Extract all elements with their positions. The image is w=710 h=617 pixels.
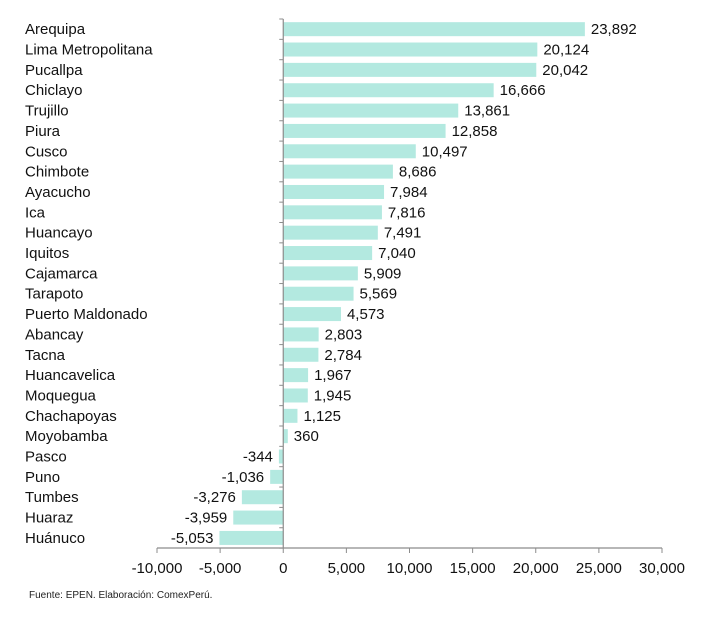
category-label: Ayacucho (25, 184, 91, 201)
bar-23 (241, 490, 284, 505)
value-label: 5,569 (360, 286, 398, 303)
bar-17 (283, 368, 309, 383)
x-tick-label: -10,000 (132, 560, 183, 577)
category-label: Iquitos (25, 245, 69, 262)
source-note: Fuente: EPEN. Elaboración: ComexPerú. (29, 590, 213, 601)
bars-group (219, 22, 585, 545)
bar-8 (283, 184, 385, 199)
bar-6 (283, 144, 416, 159)
value-label: 2,803 (325, 326, 363, 343)
category-label: Pucallpa (25, 62, 83, 79)
category-label: Moquegua (25, 387, 97, 404)
value-label: 2,784 (324, 347, 362, 364)
category-label: Huánuco (25, 530, 85, 547)
value-label: 4,573 (347, 306, 385, 323)
x-tick-label: 5,000 (328, 560, 366, 577)
value-label: 20,042 (542, 62, 588, 79)
category-label: Puno (25, 469, 60, 486)
value-label: 23,892 (591, 21, 637, 38)
bar-15 (283, 327, 319, 342)
x-tick-label: -5,000 (199, 560, 242, 577)
category-label: Ica (25, 204, 46, 221)
category-label: Lima Metropolitana (25, 42, 153, 59)
bar-7 (283, 164, 393, 179)
value-label: -5,053 (171, 530, 214, 547)
value-label: -3,959 (185, 510, 228, 527)
bar-20 (283, 429, 288, 444)
bar-25 (219, 530, 284, 545)
bar-14 (283, 307, 341, 322)
value-label: 7,816 (388, 204, 426, 221)
category-label: Puerto Maldonado (25, 306, 148, 323)
category-label: Chachapoyas (25, 408, 117, 425)
category-label: Abancay (25, 326, 84, 343)
value-label: 8,686 (399, 164, 437, 181)
value-label: 1,945 (314, 387, 352, 404)
value-label: 10,497 (422, 143, 468, 160)
category-label: Chimbote (25, 164, 89, 181)
value-label: -3,276 (193, 489, 236, 506)
category-label: Huancayo (25, 225, 93, 242)
bar-13 (283, 286, 354, 301)
bar-12 (283, 266, 358, 281)
category-label: Huancavelica (25, 367, 116, 384)
value-label: 7,040 (378, 245, 416, 262)
category-labels: Arequipa Lima Metropolitana Pucallpa Chicla… (25, 21, 153, 547)
x-tick-label: 25,000 (576, 560, 622, 577)
bar-24 (233, 510, 284, 525)
category-label: Cajamarca (25, 265, 98, 282)
bar-19 (283, 408, 298, 423)
value-label: -1,036 (222, 469, 265, 486)
value-label: 7,491 (384, 225, 422, 242)
x-tick-label: 30,000 (639, 560, 685, 577)
category-label: Tarapoto (25, 286, 83, 303)
bar-10 (283, 225, 378, 240)
value-label: 360 (294, 428, 319, 445)
value-label: 13,861 (464, 103, 510, 120)
x-tick-label: 10,000 (387, 560, 433, 577)
bar-21 (278, 449, 284, 464)
category-label: Chiclayo (25, 82, 83, 99)
category-label: Piura (25, 123, 61, 140)
bar-16 (283, 347, 319, 362)
value-label: 20,124 (543, 42, 589, 59)
value-label: 7,984 (390, 184, 428, 201)
category-label: Cusco (25, 143, 68, 160)
bar-5 (283, 123, 446, 138)
value-label: 5,909 (364, 265, 402, 282)
bar-4 (283, 103, 459, 118)
x-tick-label: 15,000 (450, 560, 496, 577)
category-label: Trujillo (25, 103, 69, 120)
x-tick-label: 0 (279, 560, 287, 577)
bar-2 (283, 62, 537, 77)
bar-11 (283, 246, 373, 261)
bar-9 (283, 205, 382, 220)
bar-0 (283, 22, 585, 37)
value-label: 16,666 (500, 82, 546, 99)
axes-group: -10,000 -5,000 0 5,000 10,000 15,000 20,000 25,… (132, 18, 685, 577)
category-label: Tacna (25, 347, 66, 364)
bar-1 (283, 42, 538, 57)
bar-22 (270, 469, 284, 484)
bar-3 (283, 83, 494, 98)
category-label: Moyobamba (25, 428, 108, 445)
value-label: 12,858 (452, 123, 498, 140)
category-label: Huaraz (25, 510, 73, 527)
value-label: -344 (243, 449, 273, 466)
category-label: Arequipa (25, 21, 86, 38)
value-label: 1,125 (303, 408, 341, 425)
value-label: 1,967 (314, 367, 352, 384)
category-label: Pasco (25, 449, 67, 466)
bar-18 (283, 388, 308, 403)
x-tick-label: 20,000 (513, 560, 559, 577)
category-label: Tumbes (25, 489, 79, 506)
